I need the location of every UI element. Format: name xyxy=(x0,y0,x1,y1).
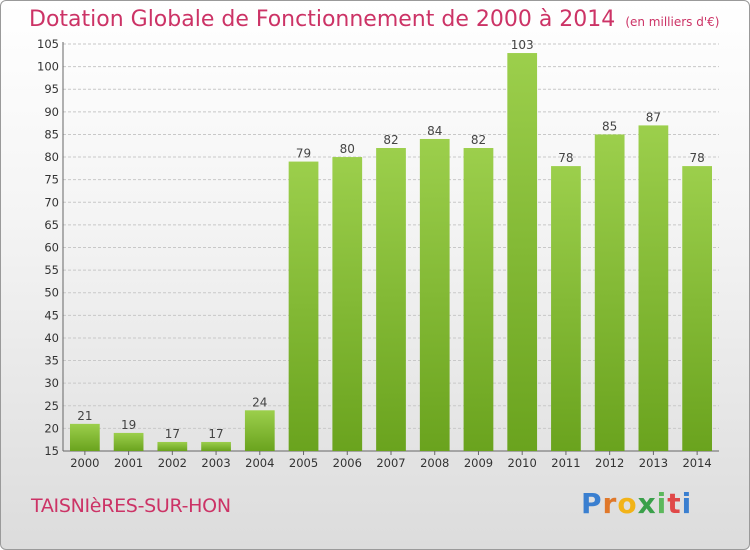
bar-value-label: 17 xyxy=(165,427,180,441)
bar-value-label: 84 xyxy=(427,124,442,138)
y-tick-label: 65 xyxy=(44,218,59,232)
y-tick-label: 90 xyxy=(44,105,59,119)
bar-value-label: 79 xyxy=(296,147,311,161)
chart-title: Dotation Globale de Fonctionnement de 20… xyxy=(29,7,719,32)
chart-unit-note: (en milliers d'€) xyxy=(625,15,720,29)
y-tick-label: 20 xyxy=(44,421,59,435)
bar-value-label: 103 xyxy=(511,38,534,52)
bar xyxy=(594,134,625,451)
logo-letter: i xyxy=(681,487,693,520)
bar-value-label: 17 xyxy=(208,427,223,441)
logo-letter: x xyxy=(637,487,657,520)
y-tick-label: 15 xyxy=(44,444,59,458)
x-tick-label: 2014 xyxy=(682,456,711,470)
bar-value-label: 82 xyxy=(383,133,398,147)
bar xyxy=(332,157,363,452)
bar xyxy=(288,161,319,452)
x-tick-label: 2001 xyxy=(114,456,143,470)
bar-value-label: 78 xyxy=(689,151,704,165)
chart-title-text: Dotation Globale de Fonctionnement de 20… xyxy=(29,7,616,32)
y-tick-label: 40 xyxy=(44,331,59,345)
bar xyxy=(69,423,100,451)
logo-letter: o xyxy=(617,487,638,520)
proxiti-logo: Proxiti xyxy=(581,487,692,520)
bar xyxy=(157,441,188,451)
y-tick-label: 105 xyxy=(37,37,59,51)
bar xyxy=(507,53,538,452)
bar-value-label: 85 xyxy=(602,119,617,133)
x-tick-label: 2011 xyxy=(551,456,580,470)
bar xyxy=(244,410,275,451)
x-tick-label: 2004 xyxy=(245,456,274,470)
x-tick-label: 2003 xyxy=(201,456,230,470)
bar-value-label: 78 xyxy=(558,151,573,165)
logo-letter: P xyxy=(581,487,603,520)
bar xyxy=(376,148,406,451)
bar-value-label: 80 xyxy=(340,142,355,156)
x-tick-label: 2012 xyxy=(595,456,624,470)
bar xyxy=(551,166,581,451)
x-tick-label: 2002 xyxy=(158,456,187,470)
y-tick-label: 60 xyxy=(44,241,59,255)
bar-value-label: 87 xyxy=(646,110,661,124)
bar xyxy=(682,166,713,451)
bar xyxy=(201,441,231,451)
commune-name: TAISNIèRES-SUR-HON xyxy=(31,495,231,517)
y-tick-label: 45 xyxy=(44,308,59,322)
bar xyxy=(419,138,450,451)
logo-letter: i xyxy=(656,487,668,520)
x-tick-label: 2007 xyxy=(376,456,405,470)
x-tick-label: 2008 xyxy=(420,456,449,470)
y-tick-label: 80 xyxy=(44,150,59,164)
logo-letter: t xyxy=(667,487,682,520)
y-tick-label: 30 xyxy=(44,376,59,390)
logo-letter: r xyxy=(602,487,618,520)
bar xyxy=(463,148,494,451)
x-tick-label: 2010 xyxy=(508,456,537,470)
bar xyxy=(113,432,144,451)
bar-value-label: 82 xyxy=(471,133,486,147)
y-tick-label: 35 xyxy=(44,354,59,368)
y-tick-label: 100 xyxy=(37,60,59,74)
bar-value-label: 24 xyxy=(252,395,267,409)
x-tick-label: 2006 xyxy=(333,456,362,470)
y-tick-label: 85 xyxy=(44,127,59,141)
bar-value-label: 19 xyxy=(121,418,136,432)
bar xyxy=(638,125,669,452)
x-tick-label: 2005 xyxy=(289,456,318,470)
y-tick-label: 70 xyxy=(44,195,59,209)
x-tick-label: 2013 xyxy=(639,456,668,470)
y-tick-label: 75 xyxy=(44,173,59,187)
y-tick-label: 50 xyxy=(44,286,59,300)
y-tick-label: 95 xyxy=(44,82,59,96)
y-tick-label: 25 xyxy=(44,399,59,413)
x-tick-label: 2009 xyxy=(464,456,493,470)
y-tick-label: 55 xyxy=(44,263,59,277)
bar-value-label: 21 xyxy=(77,409,92,423)
x-tick-label: 2000 xyxy=(70,456,99,470)
